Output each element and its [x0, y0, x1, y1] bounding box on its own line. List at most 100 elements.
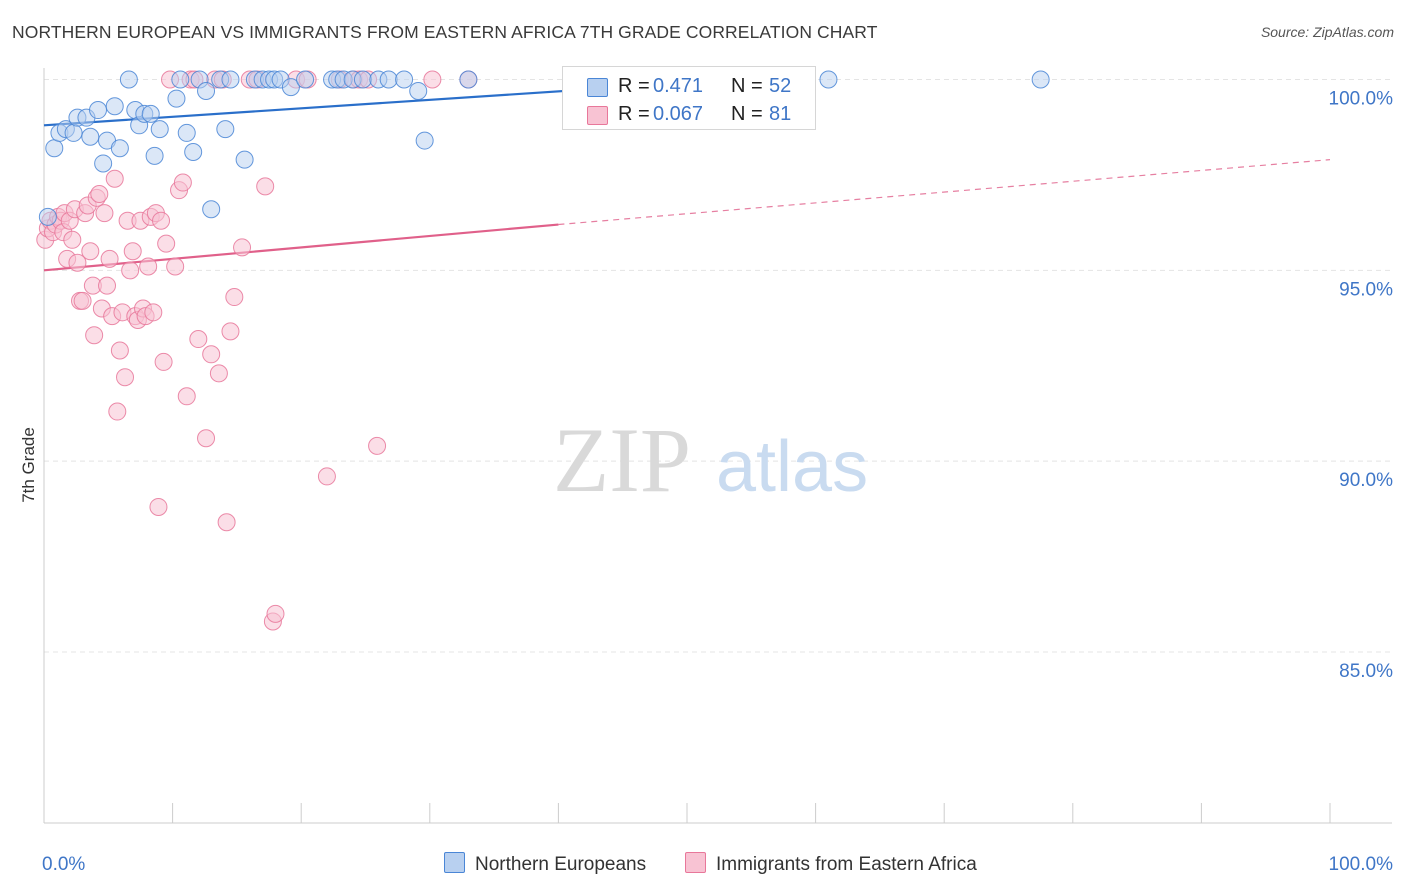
point-eastern-africa	[423, 70, 442, 89]
watermark-atlas: atlas	[716, 427, 868, 507]
point-eastern-africa	[266, 604, 285, 623]
point-eastern-africa	[149, 497, 168, 516]
point-northern-europeans	[141, 104, 160, 123]
point-northern-europeans	[221, 70, 240, 89]
point-eastern-africa	[154, 352, 173, 371]
legend-item-northern-europeans: Northern Europeans	[444, 852, 646, 876]
point-northern-europeans	[45, 139, 64, 158]
watermark: ZIP atlas	[553, 409, 868, 511]
point-eastern-africa	[68, 253, 87, 272]
point-eastern-africa	[189, 330, 208, 349]
point-northern-europeans	[415, 131, 434, 150]
point-northern-europeans	[395, 70, 414, 89]
chart-title: NORTHERN EUROPEAN VS IMMIGRANTS FROM EAS…	[12, 22, 878, 42]
legend-row-blue: R = 0.471 N = 52	[563, 72, 815, 102]
trend-line-eastern-africa	[43, 223, 559, 272]
y-axis-label: 7th Grade	[19, 427, 38, 503]
point-eastern-africa	[81, 242, 100, 261]
source-label: Source: ZipAtlas.com	[1260, 24, 1394, 40]
stats-legend: R = 0.471 N = 52 R = 0.067 N = 81	[562, 66, 816, 130]
point-eastern-africa	[225, 288, 244, 307]
legend-n-label: N =	[731, 103, 763, 125]
point-eastern-africa	[108, 402, 127, 421]
legend-n-value-pink: 81	[769, 103, 792, 125]
point-northern-europeans	[184, 143, 203, 162]
legend-r-label: R =	[618, 75, 650, 97]
point-northern-europeans	[216, 120, 235, 139]
point-northern-europeans	[379, 70, 398, 89]
point-northern-europeans	[81, 127, 100, 146]
point-northern-europeans	[353, 70, 372, 89]
point-northern-europeans	[202, 200, 221, 219]
y-tick-label: 85.0%	[1339, 661, 1393, 682]
legend-swatch-blue	[587, 78, 608, 97]
point-eastern-africa	[105, 169, 124, 188]
legend-r-value-blue: 0.471	[653, 75, 704, 97]
point-northern-europeans	[177, 123, 196, 142]
point-eastern-africa	[123, 242, 142, 261]
point-northern-europeans	[281, 78, 300, 97]
legend-n-label: N =	[731, 75, 763, 97]
data-points	[36, 70, 1050, 631]
point-eastern-africa	[157, 234, 176, 253]
point-eastern-africa	[116, 368, 135, 387]
point-northern-europeans	[94, 154, 113, 173]
point-northern-europeans	[64, 123, 83, 142]
point-eastern-africa	[217, 513, 236, 532]
point-eastern-africa	[209, 364, 228, 383]
point-northern-europeans	[38, 207, 57, 226]
point-eastern-africa	[166, 257, 185, 276]
point-eastern-africa	[177, 387, 196, 406]
point-northern-europeans	[110, 139, 129, 158]
point-northern-europeans	[409, 81, 428, 100]
point-northern-europeans	[150, 120, 169, 139]
point-eastern-africa	[121, 261, 140, 280]
point-eastern-africa	[95, 204, 114, 223]
point-eastern-africa	[98, 276, 117, 295]
point-eastern-africa	[63, 230, 82, 249]
point-northern-europeans	[105, 97, 124, 116]
point-eastern-africa	[256, 177, 275, 196]
point-eastern-africa	[221, 322, 240, 341]
legend-swatch-pink	[685, 852, 706, 873]
point-eastern-africa	[90, 185, 109, 203]
point-northern-europeans	[119, 70, 138, 89]
y-tick-label: 95.0%	[1339, 279, 1393, 300]
point-northern-europeans	[459, 70, 478, 89]
point-northern-europeans	[171, 70, 190, 89]
tick-labels: 85.0% 90.0% 95.0% 100.0% 0.0% 100.0% 7th Grade	[19, 89, 1393, 876]
point-eastern-africa	[110, 341, 129, 360]
point-eastern-africa	[317, 467, 336, 486]
y-tick-label: 100.0%	[1329, 89, 1394, 110]
watermark-zip: ZIP	[553, 409, 691, 511]
point-eastern-africa	[139, 257, 158, 276]
point-eastern-africa	[233, 238, 252, 257]
legend-n-value-blue: 52	[769, 75, 792, 97]
point-eastern-africa	[197, 429, 216, 448]
y-tick-label: 90.0%	[1339, 470, 1393, 491]
x-tick-label-max: 100.0%	[1329, 854, 1394, 875]
point-eastern-africa	[173, 173, 192, 192]
trend-line-eastern-africa-extension	[558, 159, 1331, 226]
point-northern-europeans	[197, 81, 216, 100]
axes	[43, 68, 1392, 824]
legend-r-value-pink: 0.067	[653, 103, 704, 125]
point-eastern-africa	[85, 326, 104, 345]
legend-swatch-blue	[444, 852, 465, 873]
point-northern-europeans	[235, 150, 254, 169]
legend-label-blue: Northern Europeans	[475, 854, 647, 875]
point-northern-europeans	[89, 101, 108, 120]
point-northern-europeans	[296, 70, 315, 89]
point-eastern-africa	[100, 249, 119, 268]
point-northern-europeans	[1031, 70, 1050, 89]
point-northern-europeans	[145, 146, 164, 165]
legend-swatch-pink	[587, 106, 608, 125]
legend-item-eastern-africa: Immigrants from Eastern Africa	[685, 852, 977, 876]
point-eastern-africa	[368, 436, 387, 455]
point-northern-europeans	[167, 89, 186, 108]
point-eastern-africa	[144, 303, 163, 322]
x-tick-label-min: 0.0%	[42, 854, 85, 875]
point-northern-europeans	[819, 70, 838, 89]
legend-r-label: R =	[618, 103, 650, 125]
